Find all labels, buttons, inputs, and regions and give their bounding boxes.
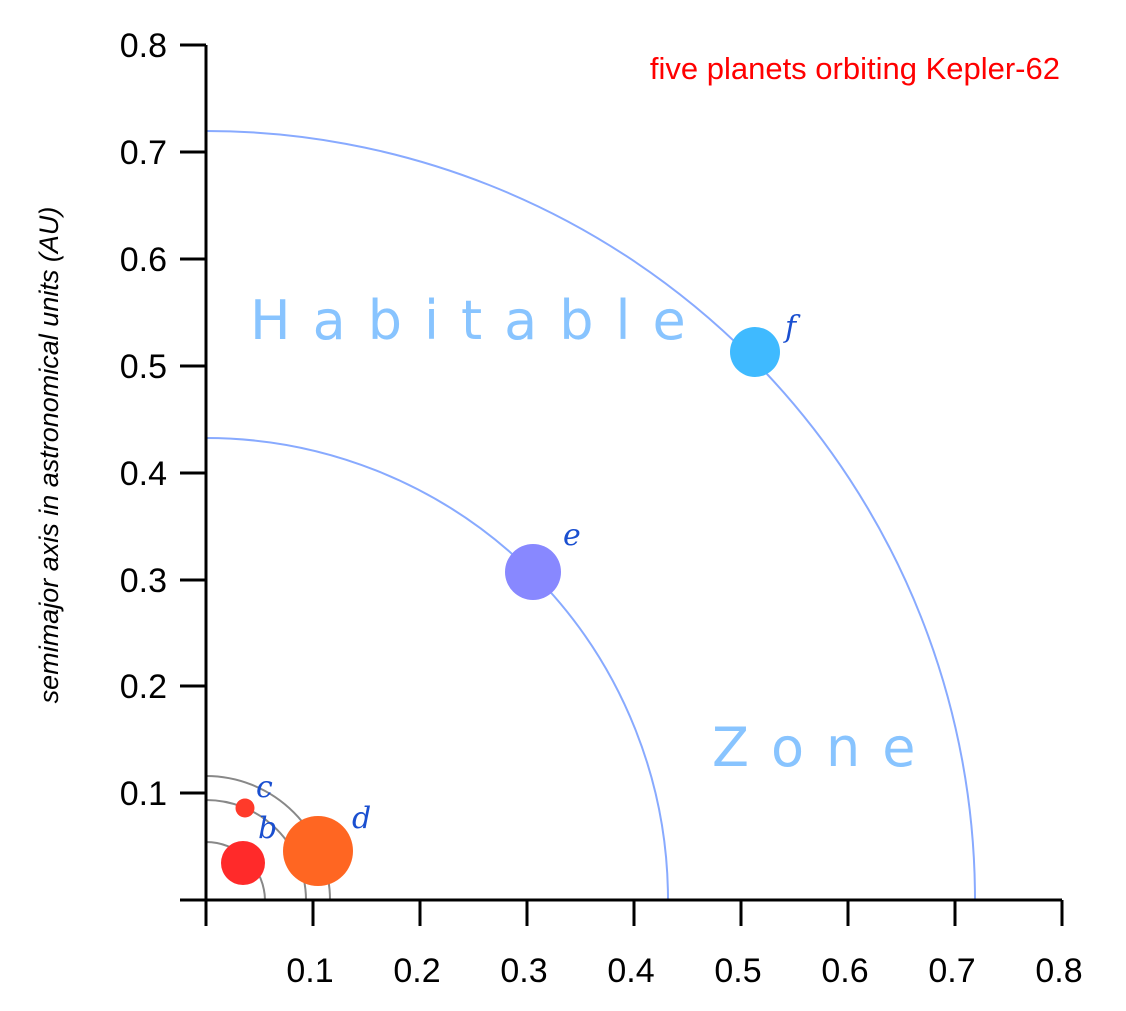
planet-c (235, 798, 255, 818)
planet-label-d: d (352, 801, 371, 836)
svg-text:0.3: 0.3 (120, 562, 167, 600)
x-ticks (204, 900, 1064, 926)
svg-text:0.6: 0.6 (120, 241, 167, 279)
x-tick-labels: 0.1 0.2 0.3 0.4 0.5 0.6 0.7 0.8 (286, 952, 1082, 990)
planet-label-e: e (563, 518, 581, 553)
zone-label: Zone (712, 716, 937, 779)
planet-e (505, 544, 561, 600)
habitable-zone-outer-arc (205, 130, 976, 901)
svg-text:0.2: 0.2 (393, 952, 440, 990)
planet-label-b: b (258, 811, 277, 846)
svg-text:0.4: 0.4 (607, 952, 654, 990)
svg-text:0.3: 0.3 (500, 952, 547, 990)
svg-text:0.6: 0.6 (821, 952, 868, 990)
svg-text:0.8: 0.8 (1035, 952, 1082, 990)
svg-text:0.5: 0.5 (714, 952, 761, 990)
planet-label-f: f (783, 310, 801, 345)
planet-b (221, 841, 265, 885)
svg-text:0.7: 0.7 (928, 952, 975, 990)
svg-text:0.4: 0.4 (120, 455, 167, 493)
y-tick-labels: 0.8 0.7 0.6 0.5 0.4 0.3 0.2 0.1 (120, 27, 167, 813)
svg-text:0.1: 0.1 (286, 952, 333, 990)
y-ticks (180, 43, 206, 795)
habitable-label: Habitable (250, 289, 708, 352)
svg-text:0.8: 0.8 (120, 27, 167, 65)
planet-d (283, 816, 353, 886)
planet-label-c: c (256, 770, 273, 805)
svg-text:0.7: 0.7 (120, 134, 167, 172)
svg-text:0.2: 0.2 (120, 668, 167, 706)
planet-f (730, 327, 780, 377)
chart-title: five planets orbiting Kepler-62 (650, 51, 1060, 86)
svg-text:0.5: 0.5 (120, 348, 167, 386)
svg-text:0.1: 0.1 (120, 775, 167, 813)
y-axis-label: semimajor axis in astronomical units (AU… (34, 207, 64, 704)
